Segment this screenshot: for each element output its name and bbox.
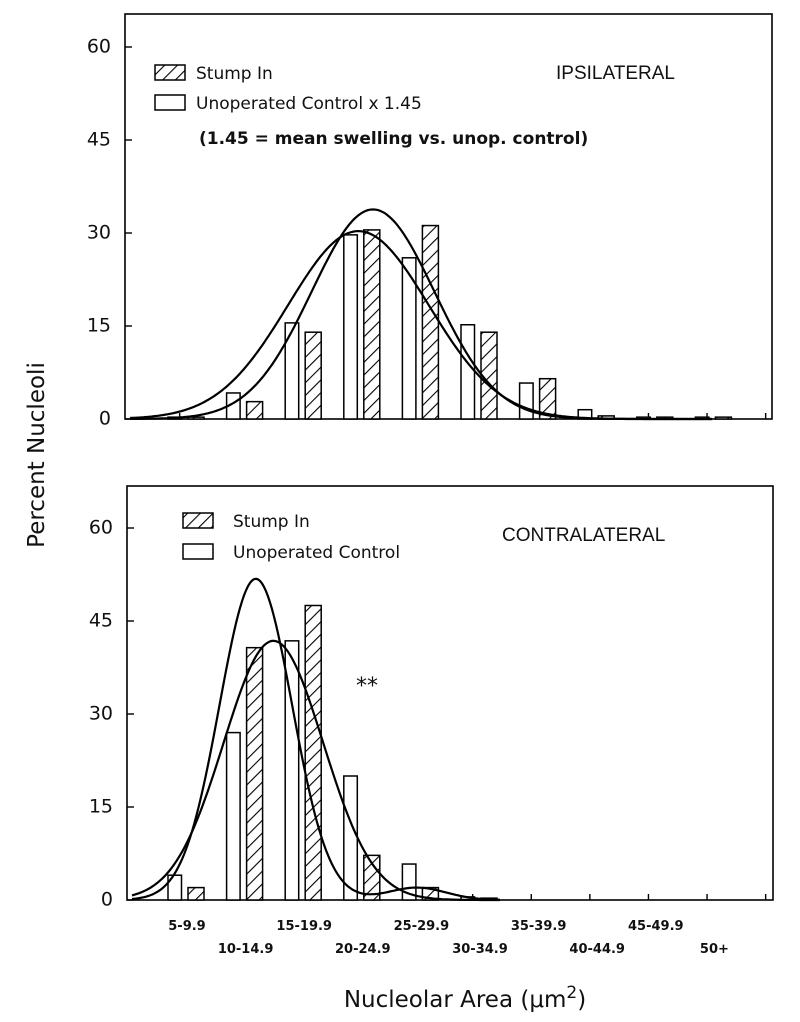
x-axis-title-superscript: 2 — [566, 983, 577, 1003]
y-tick-label: 0 — [99, 408, 111, 430]
bar-control-10-14.9 — [225, 731, 241, 901]
y-axis-title: Percent Nucleoli — [24, 362, 50, 548]
bar-control-20-24.9 — [343, 234, 359, 420]
x-tick-label: 35-39.9 — [511, 919, 567, 934]
x-tick-label: 20-24.9 — [335, 942, 391, 957]
y-tick-label: 60 — [87, 36, 111, 58]
panel-contralateral: 0 15 30 45 60 — [89, 485, 774, 911]
fit-curve-stump-in — [130, 208, 712, 421]
x-tick-label: 45-49.9 — [628, 919, 684, 934]
legend-swatch-open — [154, 94, 186, 111]
x-tick-label: 50+ — [700, 942, 729, 957]
fit-curve-control — [131, 639, 500, 902]
y-tick-label: 30 — [87, 222, 111, 244]
bar-stump-in-15-19.9 — [304, 331, 322, 420]
bar-control-15-19.9 — [284, 322, 300, 420]
plot-frame — [126, 485, 774, 901]
x-tick-labels: 5-9.9 10-14.915-19.920-24.925-29.930-34.9… — [168, 919, 729, 957]
bar-stump-in-50+ — [714, 416, 733, 420]
x-axis-title: Nucleolar Area (μm2) — [344, 983, 586, 1013]
y-tick-label: 45 — [89, 610, 113, 632]
x-tick-label: 5-9.9 — [168, 919, 205, 934]
bar-stump-in-25-29.9 — [421, 224, 440, 420]
bar-stump-in-35-39.9 — [538, 377, 557, 420]
bar-stump-in-10-14.9 — [245, 646, 264, 901]
x-axis-title-close: ) — [577, 987, 586, 1013]
bar-stump-in-20-24.9 — [363, 229, 381, 420]
bar-control-25-29.9 — [401, 257, 417, 420]
annotation-swelling-note: (1.45 = mean swelling vs. unop. control) — [199, 129, 588, 149]
legend-label-control: Unoperated Control — [233, 543, 400, 563]
bar-control-25-29.9 — [401, 863, 417, 901]
legend-ipsilateral: Stump In Unoperated Control x 1.45 — [154, 64, 422, 114]
plot-frame — [124, 13, 773, 420]
y-tick-label: 15 — [89, 796, 113, 818]
bar-control-30-34.9 — [460, 324, 476, 420]
bar-stump-in-15-19.9 — [304, 604, 322, 901]
bar-control-35-39.9 — [518, 382, 534, 420]
x-tick-label: 40-44.9 — [569, 942, 625, 957]
legend-swatch-open — [182, 543, 214, 560]
legend-swatch-hatched — [182, 512, 214, 529]
panel-label-contralateral: CONTRALATERAL — [502, 525, 665, 546]
bar-stump-in-5-9.9 — [187, 416, 205, 420]
legend-label-control: Unoperated Control x 1.45 — [196, 94, 422, 114]
x-tick-label: 30-34.9 — [452, 942, 508, 957]
x-tick-label: 15-19.9 — [276, 919, 332, 934]
legend-contralateral: Stump In Unoperated Control — [182, 512, 400, 563]
legend-label-stump-in: Stump In — [196, 64, 273, 84]
bar-stump-in-10-14.9 — [245, 400, 264, 420]
x-tick-label: 10-14.9 — [218, 942, 274, 957]
bar-control-15-19.9 — [284, 640, 300, 901]
panel-ipsilateral: 0 15 30 45 60 — [87, 13, 773, 430]
y-tick-label: 15 — [87, 315, 111, 337]
x-axis-title-main: Nucleolar Area (μm — [344, 987, 567, 1013]
fit-curve-control — [129, 229, 712, 421]
panel-label-ipsilateral: IPSILATERAL — [556, 63, 675, 84]
bar-stump-in-20-24.9 — [363, 854, 381, 901]
bar-control-20-24.9 — [343, 775, 359, 901]
x-tick-label: 25-29.9 — [394, 919, 450, 934]
legend-label-stump-in: Stump In — [233, 512, 310, 532]
y-tick-label: 60 — [89, 517, 113, 539]
bar-stump-in-5-9.9 — [187, 886, 205, 901]
y-tick-label: 0 — [101, 889, 113, 911]
y-tick-label: 45 — [87, 129, 111, 151]
y-tick-label: 30 — [89, 703, 113, 725]
legend-swatch-hatched — [154, 64, 186, 81]
significance-marker: ** — [356, 674, 378, 699]
